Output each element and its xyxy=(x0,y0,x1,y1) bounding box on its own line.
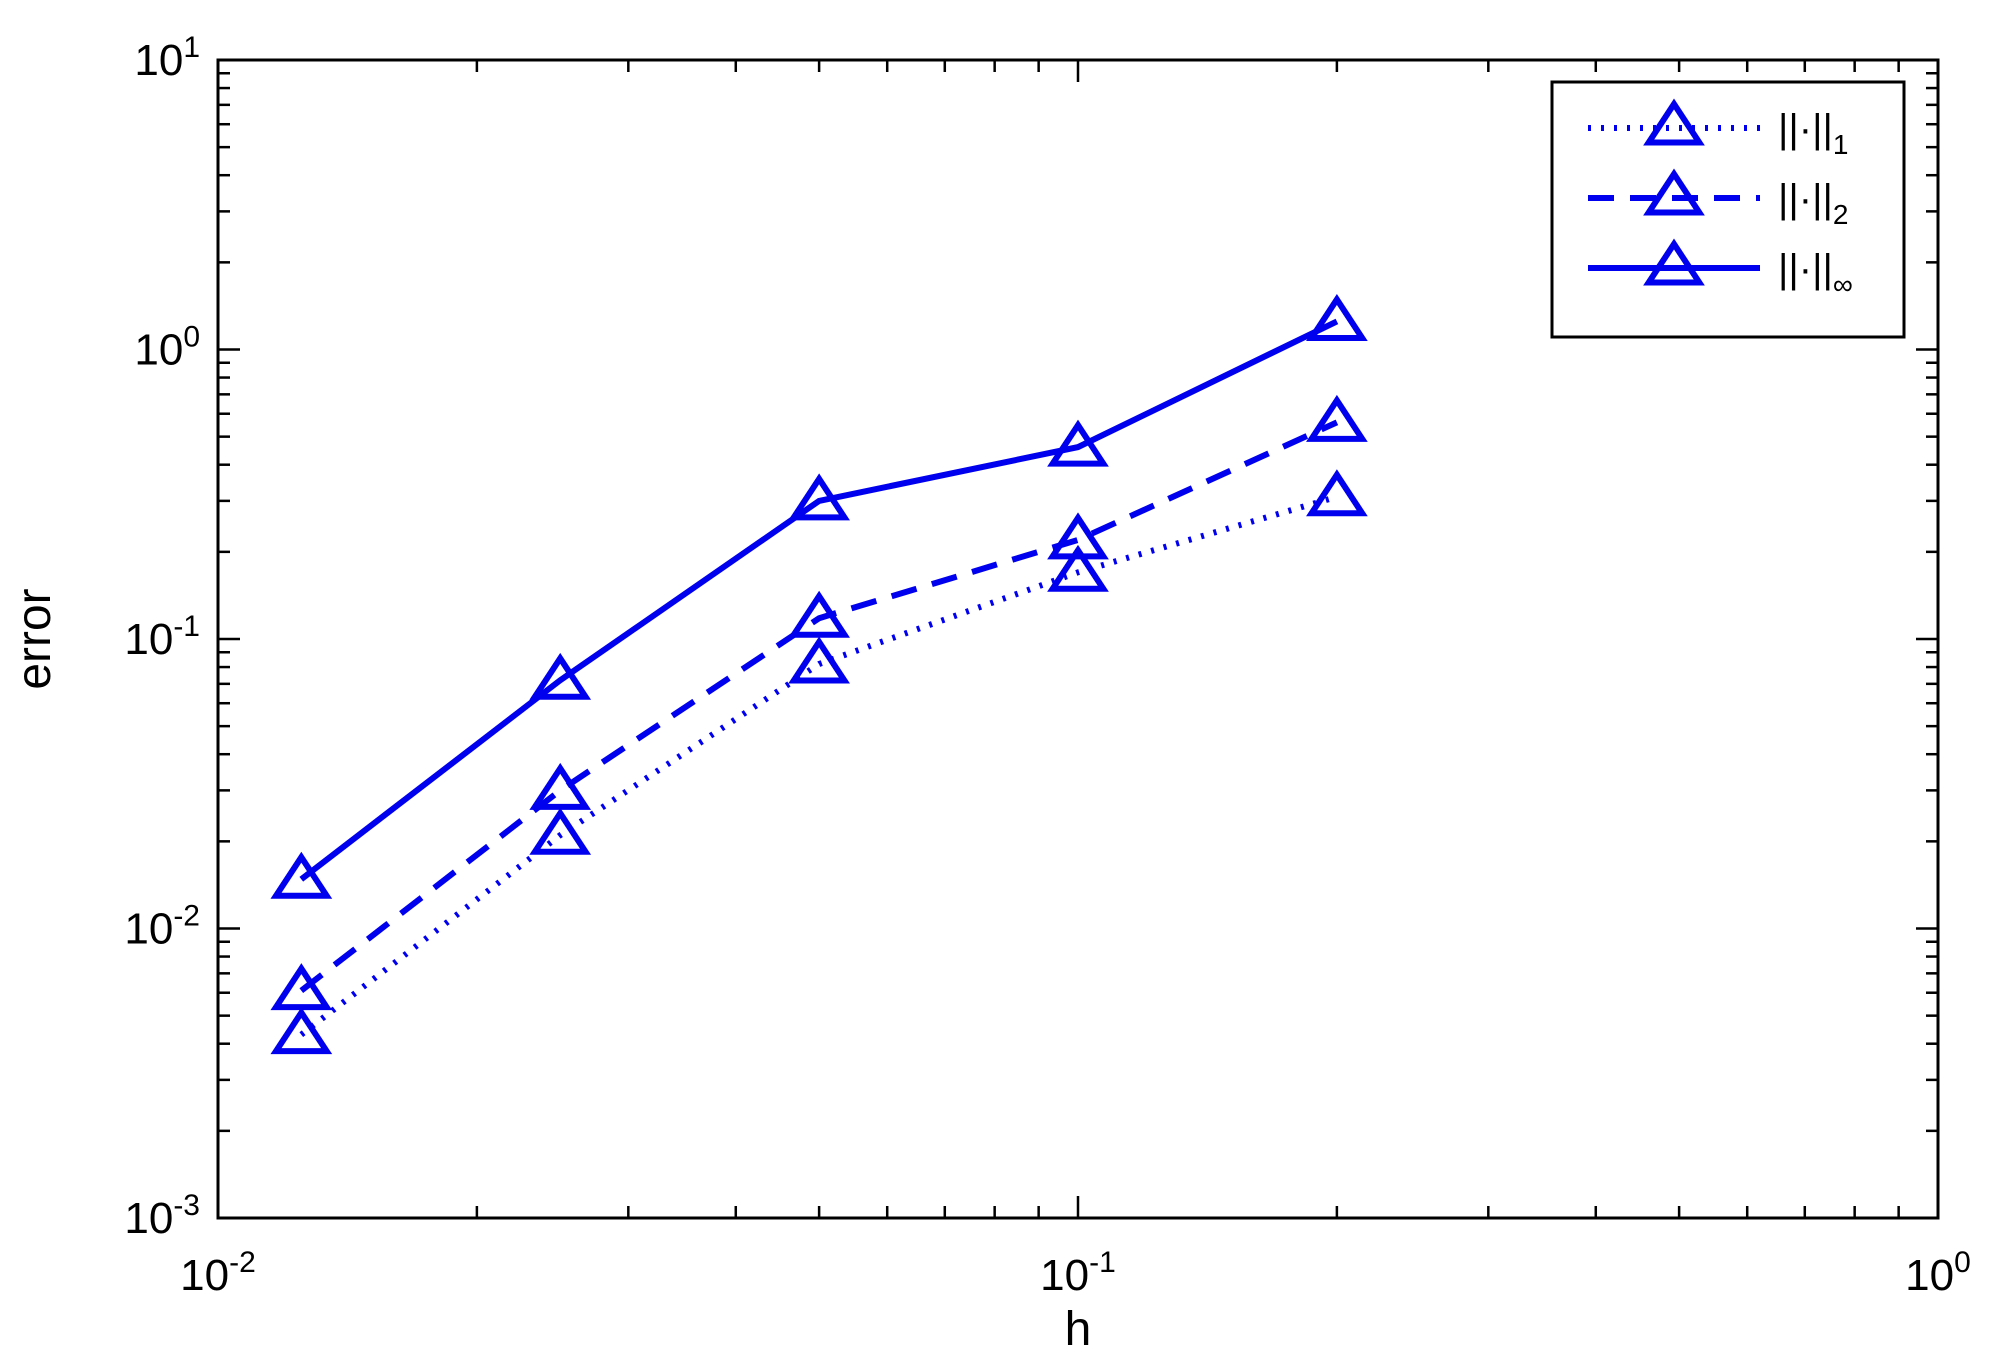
data-point xyxy=(1306,469,1368,517)
data-point xyxy=(270,963,333,1011)
x-tick-label: 100 xyxy=(1905,1246,1971,1300)
series-1 xyxy=(270,469,1368,1055)
legend-label: ||·||2 xyxy=(1778,177,1848,230)
legend-marker xyxy=(1643,168,1705,216)
data-point xyxy=(270,1007,333,1055)
minor-ticks xyxy=(216,60,1938,1220)
legend-marker xyxy=(1643,238,1705,286)
y-tick-label: 100 xyxy=(134,321,200,375)
y-tick-label: 10-2 xyxy=(124,900,200,954)
legend: ||·||1 ||·||2 ||·||∞ xyxy=(1550,80,1906,339)
legend-entry-1: ||·||1 xyxy=(1588,98,1848,160)
data-point xyxy=(529,807,592,855)
data-point xyxy=(1047,512,1109,560)
series-2 xyxy=(270,394,1368,1011)
y-tick-label: 10-3 xyxy=(124,1189,200,1243)
series-line xyxy=(299,419,1339,993)
series-line xyxy=(299,493,1338,1037)
data-point xyxy=(1306,394,1368,442)
data-point xyxy=(270,851,333,899)
x-tick-label: 10-1 xyxy=(1040,1246,1116,1300)
y-axis-label: error xyxy=(8,588,61,689)
data-point xyxy=(788,473,850,521)
x-axis-label: h xyxy=(1065,1303,1092,1356)
series-layer xyxy=(270,293,1368,1055)
legend-label: ||·||1 xyxy=(1778,107,1848,160)
y-tick-label: 101 xyxy=(134,31,200,85)
data-point xyxy=(1047,544,1109,592)
legend-entry-3: ||·||∞ xyxy=(1588,238,1853,300)
legend-marker xyxy=(1643,98,1705,146)
y-tick-labels: 10-3 10-2 10-1 100 101 xyxy=(124,31,200,1243)
legend-label: ||·||∞ xyxy=(1778,247,1853,300)
data-point xyxy=(529,762,592,810)
data-point xyxy=(1306,293,1368,341)
data-point xyxy=(788,636,850,684)
x-tick-labels: 10-2 10-1 100 xyxy=(180,1246,1971,1300)
legend-box xyxy=(1550,80,1906,339)
data-point xyxy=(529,652,592,700)
legend-entry-2: ||·||2 xyxy=(1588,168,1848,230)
y-tick-label: 10-1 xyxy=(124,610,200,664)
series-line xyxy=(299,318,1339,882)
data-point xyxy=(1047,419,1109,467)
series-3 xyxy=(270,293,1368,899)
x-tick-label: 10-2 xyxy=(180,1246,256,1300)
data-point xyxy=(788,590,850,638)
